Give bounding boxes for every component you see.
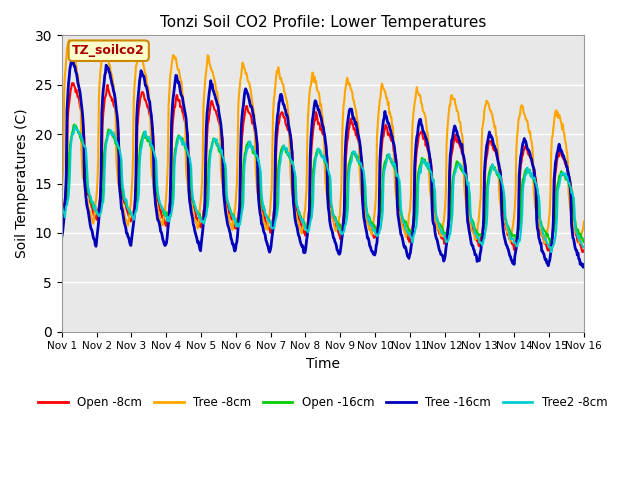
Open -16cm xyxy=(67,134,75,140)
Tree -8cm xyxy=(58,191,66,196)
Tree -16cm xyxy=(387,128,395,134)
Tree -8cm xyxy=(387,114,395,120)
Open -8cm xyxy=(122,202,130,208)
Tree -8cm xyxy=(122,216,130,222)
Line: Tree2 -8cm: Tree2 -8cm xyxy=(62,126,584,252)
Open -8cm xyxy=(67,84,75,90)
Tree2 -8cm xyxy=(547,249,555,255)
Open -16cm xyxy=(402,218,410,224)
Open -16cm xyxy=(122,200,130,206)
Tree -16cm xyxy=(122,225,130,231)
Tree2 -8cm xyxy=(71,123,79,129)
Tree2 -8cm xyxy=(122,196,130,202)
Tree -16cm xyxy=(175,79,182,85)
Open -8cm xyxy=(579,249,586,255)
Tree -8cm xyxy=(541,240,548,246)
Tree -8cm xyxy=(580,219,588,225)
Tree2 -8cm xyxy=(58,203,66,208)
Line: Tree -8cm: Tree -8cm xyxy=(62,40,584,243)
Open -8cm xyxy=(580,248,588,253)
Text: TZ_soilco2: TZ_soilco2 xyxy=(72,44,145,57)
Tree -16cm xyxy=(67,59,75,64)
Open -8cm xyxy=(68,80,76,86)
Tree2 -8cm xyxy=(402,227,410,233)
X-axis label: Time: Time xyxy=(306,357,340,371)
Legend: Open -8cm, Tree -8cm, Open -16cm, Tree -16cm, Tree2 -8cm: Open -8cm, Tree -8cm, Open -16cm, Tree -… xyxy=(34,391,612,413)
Tree -8cm xyxy=(202,67,210,73)
Open -8cm xyxy=(387,136,395,142)
Title: Tonzi Soil CO2 Profile: Lower Temperatures: Tonzi Soil CO2 Profile: Lower Temperatur… xyxy=(160,15,486,30)
Line: Tree -16cm: Tree -16cm xyxy=(62,59,584,267)
Tree2 -8cm xyxy=(67,139,75,144)
Tree2 -8cm xyxy=(175,133,182,139)
Open -8cm xyxy=(58,213,66,218)
Tree -16cm xyxy=(58,234,66,240)
Tree2 -8cm xyxy=(387,156,395,162)
Tree -16cm xyxy=(579,264,587,270)
Tree -16cm xyxy=(402,246,410,252)
Tree -8cm xyxy=(402,234,410,240)
Line: Open -16cm: Open -16cm xyxy=(62,125,584,243)
Open -16cm xyxy=(387,158,395,164)
Line: Open -8cm: Open -8cm xyxy=(62,83,584,252)
Tree -8cm xyxy=(175,67,182,72)
Tree -16cm xyxy=(68,56,76,61)
Tree -8cm xyxy=(68,43,76,48)
Tree2 -8cm xyxy=(202,213,210,218)
Tree2 -8cm xyxy=(580,244,588,250)
Tree -8cm xyxy=(65,37,73,43)
Open -16cm xyxy=(547,240,554,246)
Open -8cm xyxy=(175,97,182,103)
Open -8cm xyxy=(202,151,210,156)
Tree -16cm xyxy=(202,123,210,129)
Open -16cm xyxy=(58,211,66,216)
Open -16cm xyxy=(70,122,78,128)
Open -16cm xyxy=(202,201,210,207)
Open -16cm xyxy=(175,132,182,138)
Open -16cm xyxy=(580,239,588,245)
Y-axis label: Soil Temperatures (C): Soil Temperatures (C) xyxy=(15,108,29,258)
Open -8cm xyxy=(402,232,410,238)
Tree -16cm xyxy=(580,262,588,267)
